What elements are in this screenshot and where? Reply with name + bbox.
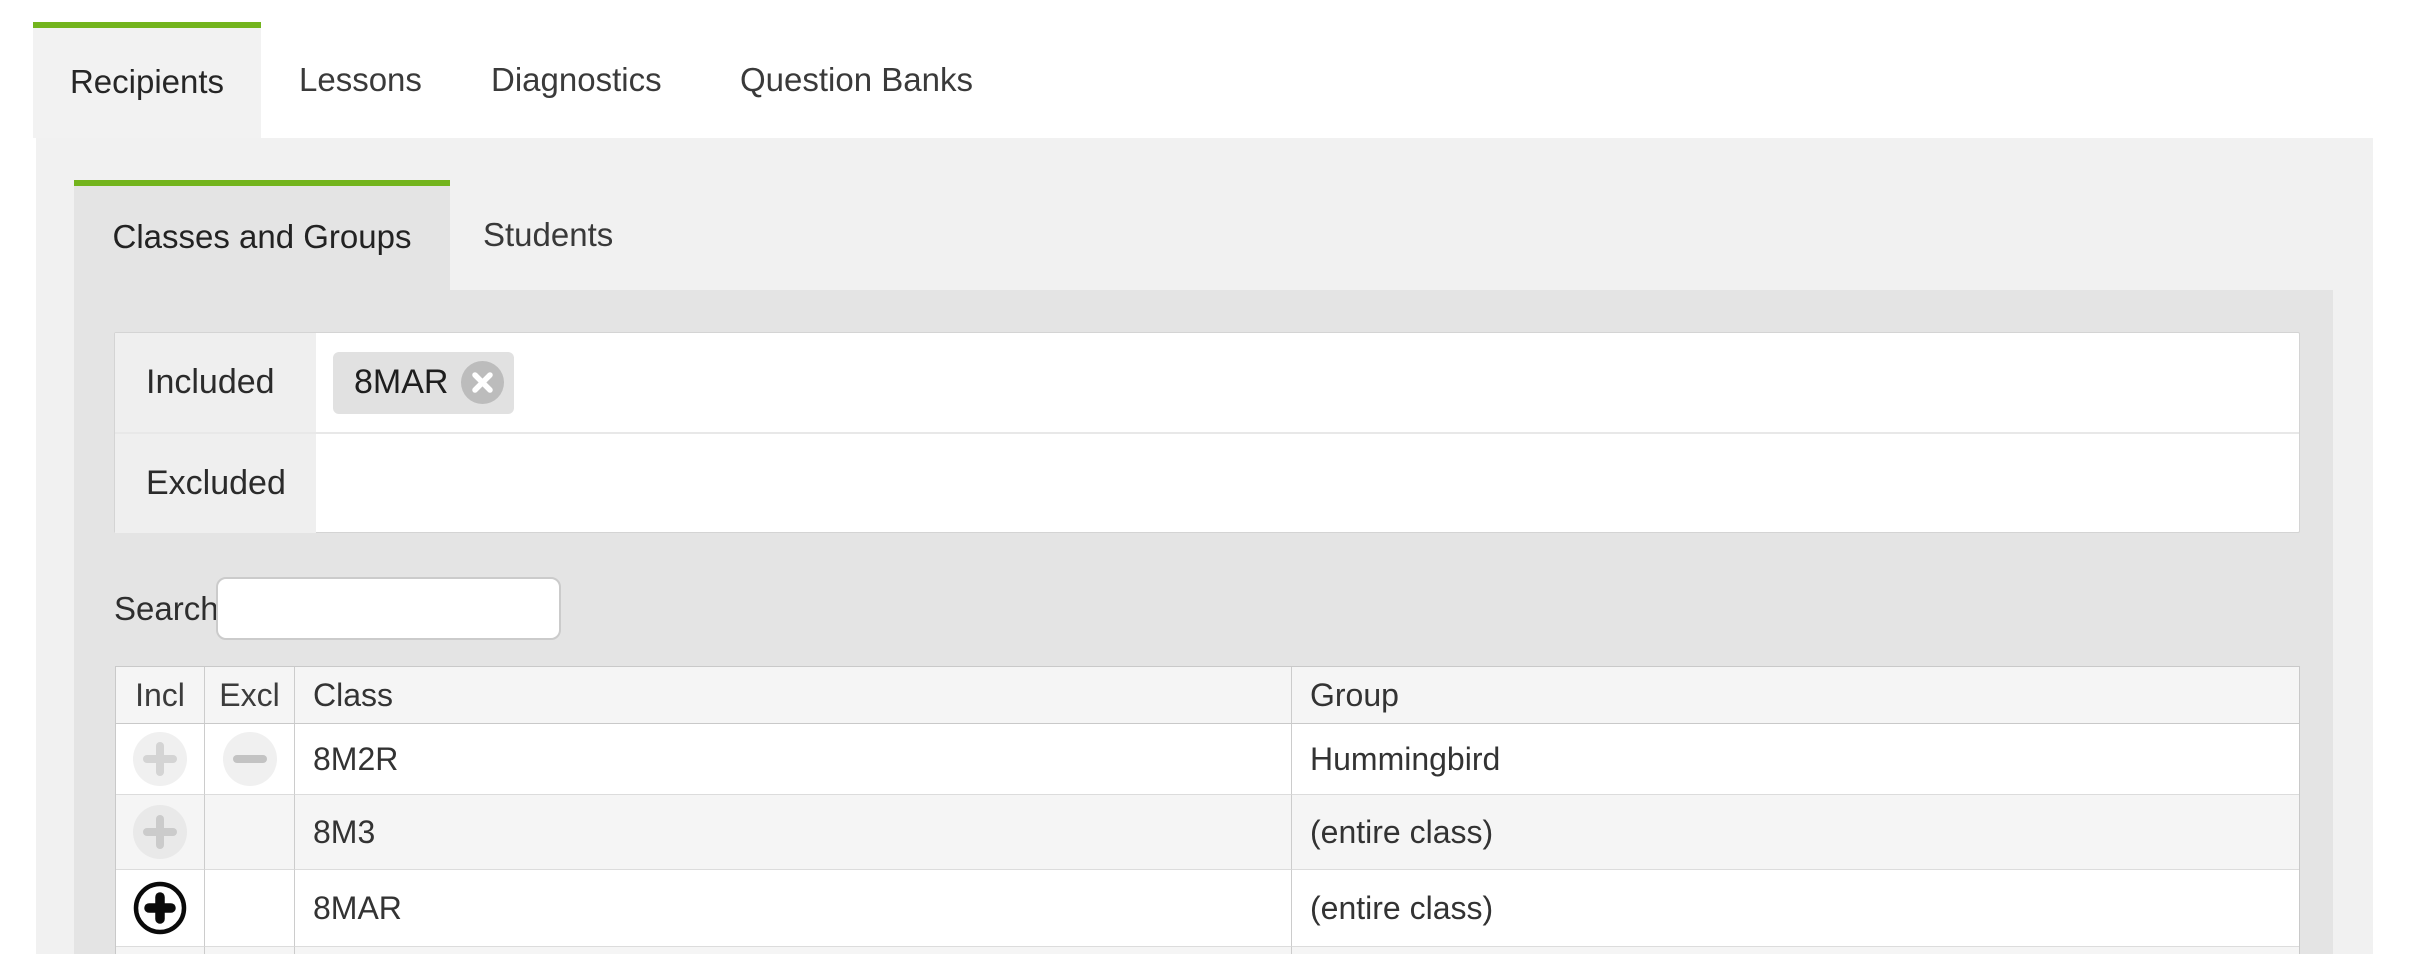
included-tags-area: 8MAR (316, 333, 2299, 432)
excluded-tags-area (316, 434, 2299, 533)
excluded-label: Excluded (115, 434, 316, 533)
classes-table: Incl Excl Class Group 8M2R Hummingb (115, 666, 2300, 954)
tab-students[interactable]: Students (483, 216, 614, 253)
close-icon (461, 361, 505, 404)
include-button-active-icon[interactable] (132, 880, 188, 936)
table-row-1-class: 8M2R (295, 724, 1292, 795)
table-row-2-incl-cell (116, 795, 205, 870)
table-row-1-excl-cell (205, 724, 295, 795)
tab-question-banks[interactable]: Question Banks (740, 61, 973, 98)
included-tag-8mar: 8MAR (333, 351, 515, 414)
table-row-4-class (295, 947, 1292, 954)
table-row-1-incl-cell (116, 724, 205, 795)
column-header-class: Class (295, 667, 1292, 724)
include-button-disabled-icon[interactable] (132, 731, 188, 787)
excluded-row: Excluded (115, 434, 2299, 533)
table-row-3-incl-cell (116, 870, 205, 947)
table-row-1-group: Hummingbird (1292, 724, 2299, 795)
table-row-4-excl-cell (205, 947, 295, 954)
table-row-4-group (1292, 947, 2299, 954)
table-row-4-incl-cell (116, 947, 205, 954)
tab-classes-and-groups[interactable]: Classes and Groups (74, 180, 450, 290)
tab-lessons[interactable]: Lessons (299, 61, 422, 98)
table-row-2-excl-cell (205, 795, 295, 870)
included-label: Included (115, 333, 316, 432)
table-row-3-excl-cell (205, 870, 295, 947)
included-excluded-box: Included 8MAR (114, 332, 2300, 533)
remove-tag-button[interactable] (461, 361, 505, 404)
exclude-button-minus-icon[interactable] (222, 731, 278, 787)
include-button-disabled-icon[interactable] (132, 804, 188, 860)
included-tag-label: 8MAR (354, 363, 449, 401)
tab-diagnostics[interactable]: Diagnostics (491, 61, 662, 98)
table-row-3-class: 8MAR (295, 870, 1292, 947)
search-label: Search (114, 590, 219, 627)
column-header-incl: Incl (116, 667, 205, 724)
included-row: Included 8MAR (115, 333, 2299, 434)
search-input[interactable] (216, 577, 561, 640)
column-header-excl: Excl (205, 667, 295, 724)
table-row-3-group: (entire class) (1292, 870, 2299, 947)
table-row-2-class: 8M3 (295, 795, 1292, 870)
table-row-2-group: (entire class) (1292, 795, 2299, 870)
column-header-group: Group (1292, 667, 2299, 724)
tab-recipients[interactable]: Recipients (33, 22, 261, 138)
